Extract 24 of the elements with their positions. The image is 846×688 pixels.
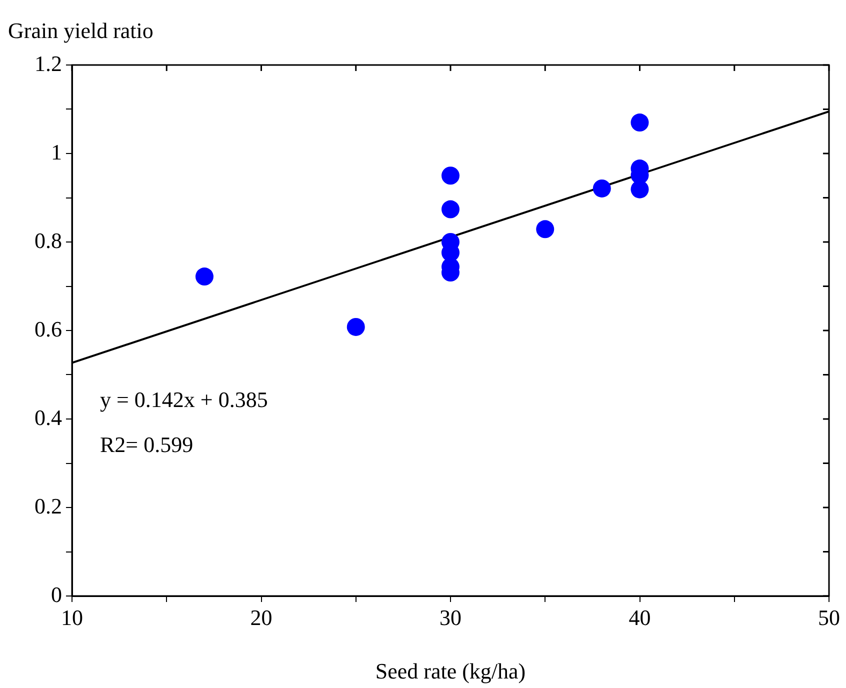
y-tick-label: 1 — [51, 139, 62, 164]
y-tick-label: 0 — [51, 582, 62, 607]
point — [346, 318, 365, 336]
point — [195, 268, 214, 286]
x-tick-label: 50 — [818, 604, 840, 630]
x-axis-title: Seed rate (kg/ha) — [375, 658, 526, 684]
annotation: y = 0.142x + 0.385 — [100, 387, 268, 412]
point — [592, 179, 611, 198]
x-tick-label: 20 — [250, 604, 272, 630]
point — [442, 200, 460, 218]
point — [630, 180, 649, 198]
y-tick-label: 0.8 — [34, 228, 62, 253]
x-tick-label: 30 — [440, 604, 462, 630]
y-tick-label: 0.6 — [34, 316, 62, 342]
point — [536, 220, 554, 238]
y-tick-label: 0.4 — [34, 404, 62, 430]
x-tick-label: 10 — [61, 604, 83, 630]
y-tick-label: 0.2 — [34, 493, 62, 518]
y-tick-label: 1.2 — [34, 50, 62, 76]
y-axis-title: Grain yield ratio — [8, 18, 154, 43]
point — [442, 166, 460, 185]
x-tick-label: 40 — [628, 604, 651, 630]
point — [630, 114, 649, 132]
annotation: R2= 0.599 — [100, 432, 194, 457]
